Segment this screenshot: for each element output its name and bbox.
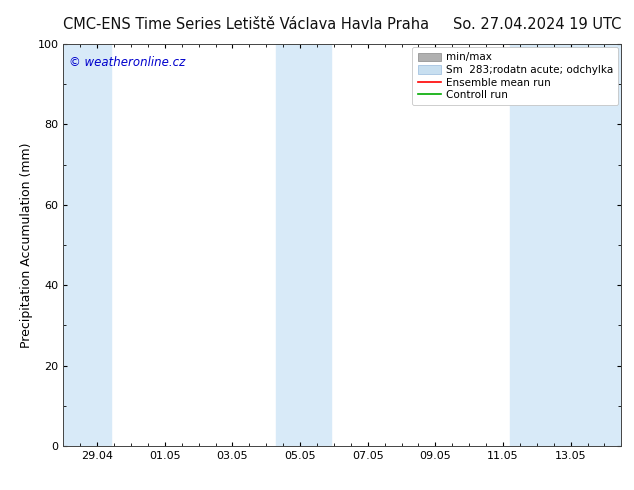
Text: So. 27.04.2024 19 UTC: So. 27.04.2024 19 UTC: [453, 17, 621, 32]
Y-axis label: Precipitation Accumulation (mm): Precipitation Accumulation (mm): [20, 142, 34, 348]
Bar: [63, 44, 111, 446]
Legend: min/max, Sm  283;rodatn acute; odchylka, Ensemble mean run, Controll run: min/max, Sm 283;rodatn acute; odchylka, …: [412, 47, 618, 105]
Text: CMC-ENS Time Series Letiště Václava Havla Praha: CMC-ENS Time Series Letiště Václava Havl…: [63, 17, 429, 32]
Bar: [510, 44, 621, 446]
Bar: [276, 44, 330, 446]
Text: © weatheronline.cz: © weatheronline.cz: [69, 56, 185, 69]
